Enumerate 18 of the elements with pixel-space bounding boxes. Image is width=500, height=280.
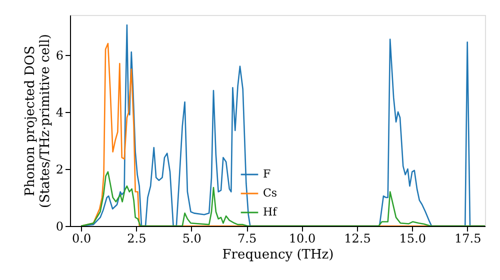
legend-label: Cs: [263, 186, 278, 200]
x-tick-label: 7.5: [238, 232, 257, 246]
y-tick-label: 0: [56, 220, 64, 234]
y-tick-label: 4: [56, 105, 64, 120]
legend-label: Hf: [263, 206, 278, 218]
x-tick-label: 2.5: [127, 232, 146, 246]
y-tick-label: 6: [56, 48, 64, 62]
x-tick-label: 10.0: [288, 232, 316, 246]
y-axis-title: Phonon projected DOS (States/THz·primitive cell): [22, 34, 53, 208]
x-tick-label: 12.5: [344, 232, 371, 246]
x-tick-label: 0.0: [72, 232, 92, 246]
line-series: [80, 171, 485, 226]
y-tick-label: 2: [56, 162, 64, 176]
x-axis-title: Frequency (THz): [222, 248, 334, 262]
x-tick-label: 17.5: [454, 232, 482, 246]
x-tick-label: 5.0: [182, 232, 202, 246]
x-tick-label: 15.0: [399, 232, 426, 246]
legend-label: F: [263, 168, 271, 180]
